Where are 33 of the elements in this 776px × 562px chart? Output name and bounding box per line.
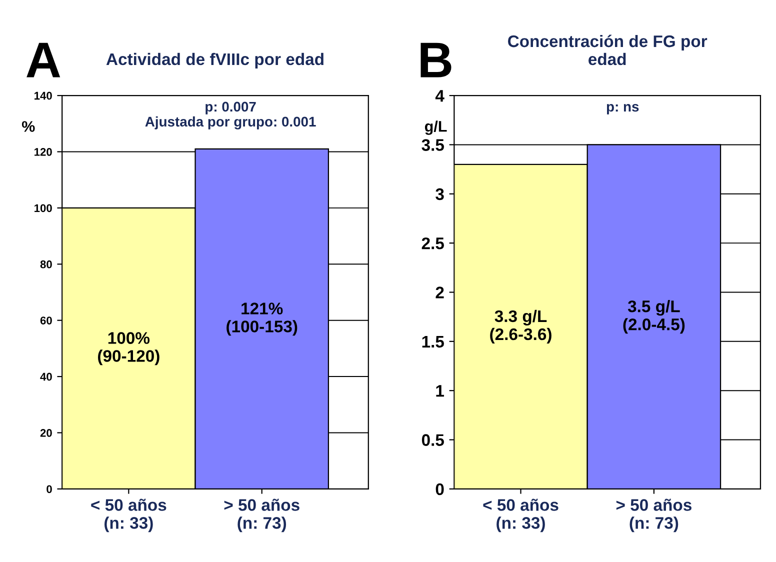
chart-title: Actividad de fVIIIc por edad	[106, 52, 324, 68]
annotation: p: 0.007 Ajustada por grupo: 0.001	[145, 102, 316, 130]
y-axis-title: %	[22, 121, 35, 132]
text: B	[420, 42, 452, 78]
y-tick-label: 80	[40, 260, 52, 268]
annotation: p: ns	[606, 104, 639, 114]
y-tick-label: 2.5	[422, 237, 444, 250]
data-label: 121% (100-153)	[226, 302, 298, 336]
y-tick-label: 60	[40, 316, 52, 324]
data-label: 3.5 g/L (2.0-4.5)	[623, 300, 685, 334]
y-tick-label: 0	[46, 485, 52, 494]
y-axis-title: g/L	[424, 120, 447, 135]
y-tick-label: 2	[436, 286, 444, 298]
x-tick-label: > 50 años (n: 73)	[224, 498, 300, 532]
y-tick-label: 0	[436, 483, 444, 496]
x-tick-label: > 50 años (n: 73)	[616, 498, 692, 532]
chart-title: Concentración de FG por edad	[508, 34, 708, 66]
x-tick-label: < 50 años (n: 33)	[483, 498, 558, 532]
y-tick-label: 1.5	[422, 336, 444, 348]
y-tick-label: 40	[40, 372, 52, 381]
data-label: 3.3 g/L (2.6-3.6)	[490, 310, 552, 344]
y-tick-label: 4	[435, 90, 444, 102]
y-tick-label: 3	[436, 188, 444, 200]
y-tick-label: 20	[40, 429, 52, 437]
data-label: 100% (90-120)	[98, 332, 160, 366]
y-tick-label: 0.5	[422, 434, 444, 446]
y-tick-label: 3.5	[422, 139, 444, 151]
y-tick-label: 1	[436, 385, 444, 397]
y-tick-label: 100	[34, 204, 52, 212]
text: A	[26, 42, 60, 78]
y-tick-label: 140	[34, 92, 52, 100]
y-tick-label: 120	[34, 148, 52, 156]
x-tick-label: < 50 años (n: 33)	[91, 498, 166, 532]
